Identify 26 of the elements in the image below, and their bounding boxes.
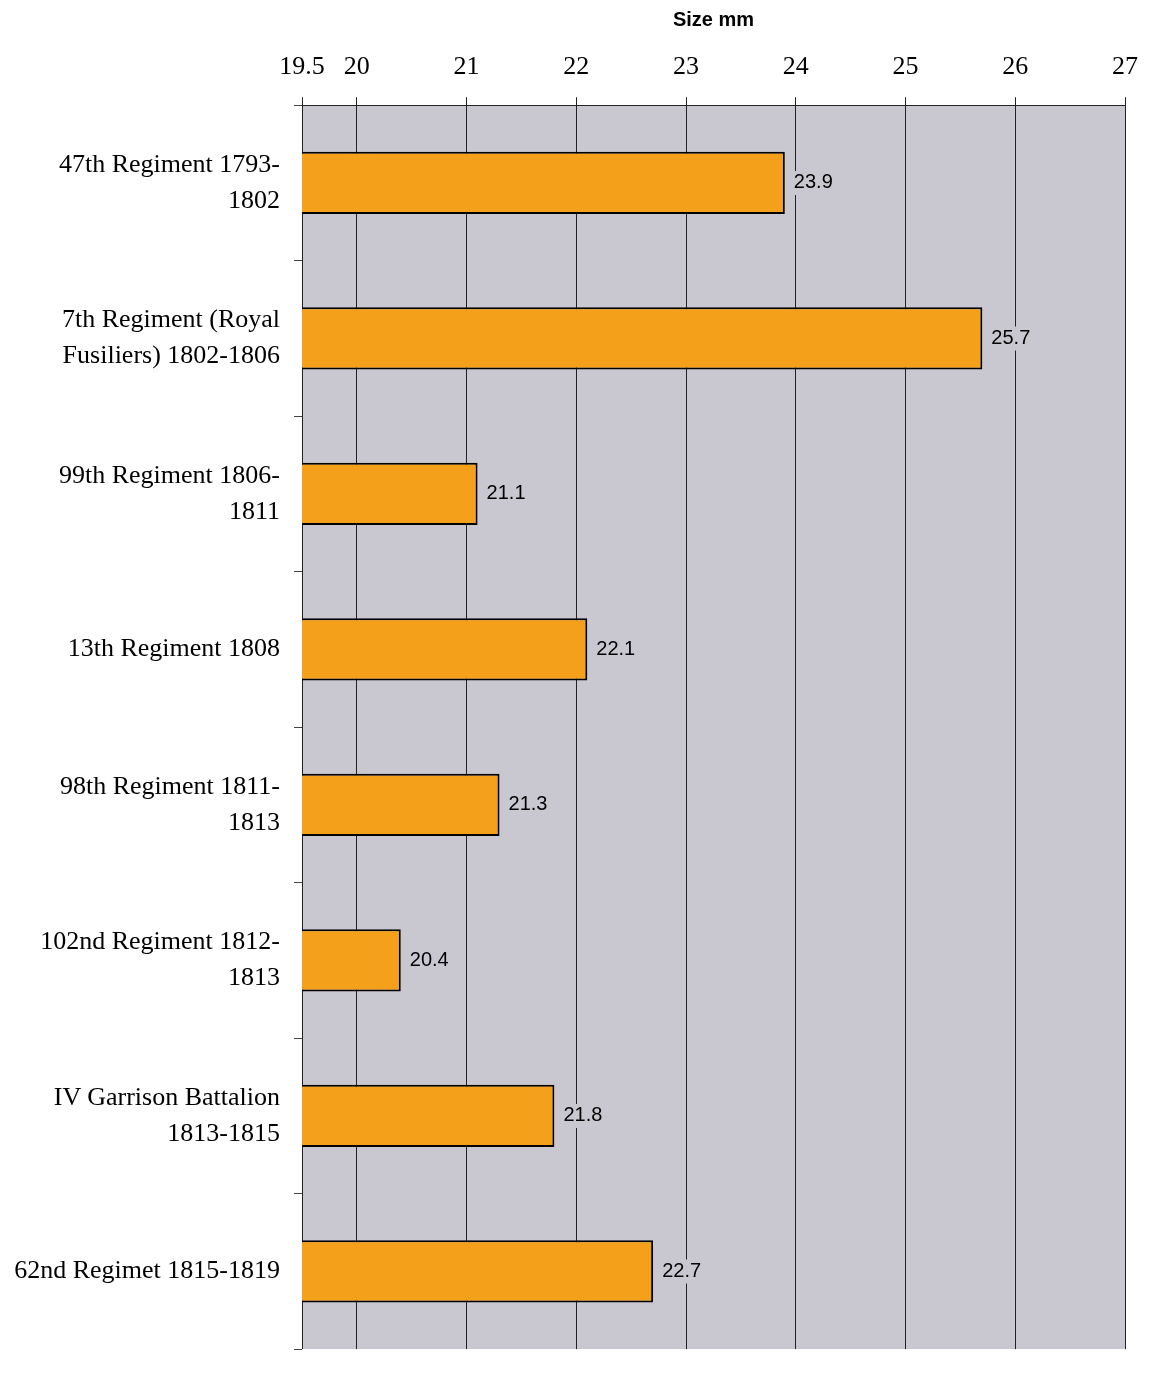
data-label: 21.3 — [508, 792, 548, 815]
data-label: 22.7 — [662, 1258, 702, 1281]
y-tick-label: 102nd Regiment 1812-1813 — [40, 926, 280, 992]
y-tick-label: IV Garrison Battalion 1813-1815 — [53, 1081, 280, 1147]
x-tick-label: 22 — [563, 51, 590, 81]
x-tick-label: 26 — [1002, 51, 1029, 81]
x-tick-label: 21 — [453, 51, 480, 81]
x-tick-label: 25 — [892, 51, 919, 81]
y-tick-label: 62nd Regimet 1815-1819 — [14, 1255, 280, 1285]
y-tick-label: 13th Regiment 1808 — [67, 633, 280, 663]
x-tick-label: 19.5 — [279, 51, 325, 81]
x-axis-title: Size mm — [672, 7, 755, 30]
data-label: 21.8 — [563, 1103, 603, 1126]
y-tick-label: 98th Regiment 1811-1813 — [59, 770, 280, 836]
data-label: 22.1 — [596, 636, 636, 659]
x-tick-label: 27 — [1112, 51, 1138, 81]
y-tick-label: 7th Regiment (Royal Fusiliers) 1802-1806 — [61, 304, 280, 370]
data-label: 21.1 — [486, 481, 526, 504]
data-label: 25.7 — [991, 325, 1031, 348]
data-label: 23.9 — [793, 170, 833, 193]
x-tick-label: 24 — [782, 51, 809, 81]
x-tick-label: 23 — [673, 51, 700, 81]
y-tick-label: 47th Regiment 1793-1802 — [59, 148, 280, 214]
y-tick-label: 99th Regiment 1806-1811 — [59, 459, 280, 525]
data-label: 20.4 — [409, 947, 449, 970]
x-tick-label: 20 — [343, 51, 370, 81]
